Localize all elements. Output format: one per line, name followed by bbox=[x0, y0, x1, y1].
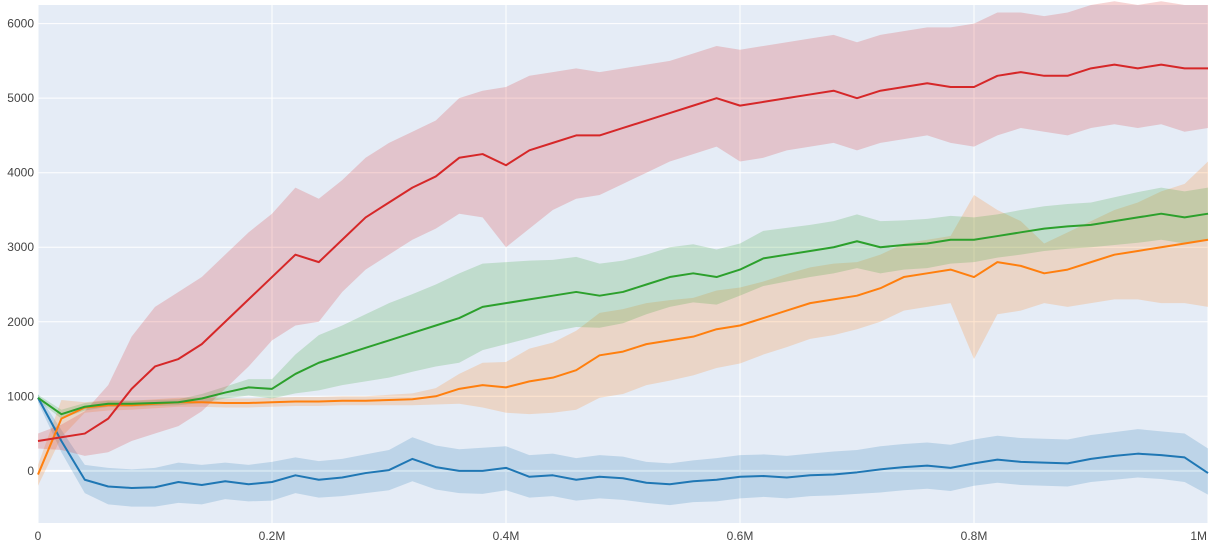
x-tick-label: 0.2M bbox=[259, 529, 286, 543]
y-tick-label: 0 bbox=[27, 464, 34, 478]
y-tick-label: 6000 bbox=[7, 17, 34, 31]
x-tick-label: 0.4M bbox=[493, 529, 520, 543]
y-tick-label: 1000 bbox=[7, 389, 34, 403]
x-tick-label: 0 bbox=[35, 529, 42, 543]
y-tick-label: 5000 bbox=[7, 91, 34, 105]
series-line-2 bbox=[37, 212, 1209, 416]
y-axis-ticks: 0 1000 2000 3000 4000 5000 6000 bbox=[7, 17, 34, 478]
y-tick-label: 2000 bbox=[7, 315, 34, 329]
x-tick-label: 1M bbox=[1190, 529, 1207, 543]
series-line-1 bbox=[37, 238, 1209, 475]
series-lines bbox=[37, 63, 1209, 489]
x-tick-label: 0.6M bbox=[727, 529, 754, 543]
x-tick-label: 0.8M bbox=[961, 529, 988, 543]
gridlines bbox=[37, 5, 1209, 523]
series-line-3 bbox=[37, 63, 1208, 443]
y-tick-label: 3000 bbox=[7, 240, 34, 254]
series-band-1 bbox=[38, 161, 1208, 486]
series-line-0 bbox=[37, 397, 1209, 489]
series-band-3 bbox=[38, 1, 1208, 456]
series-band-2 bbox=[38, 187, 1208, 419]
x-axis-ticks: 0 0.2M 0.4M 0.6M 0.8M 1M bbox=[35, 529, 1207, 543]
y-tick-label: 4000 bbox=[7, 166, 34, 180]
